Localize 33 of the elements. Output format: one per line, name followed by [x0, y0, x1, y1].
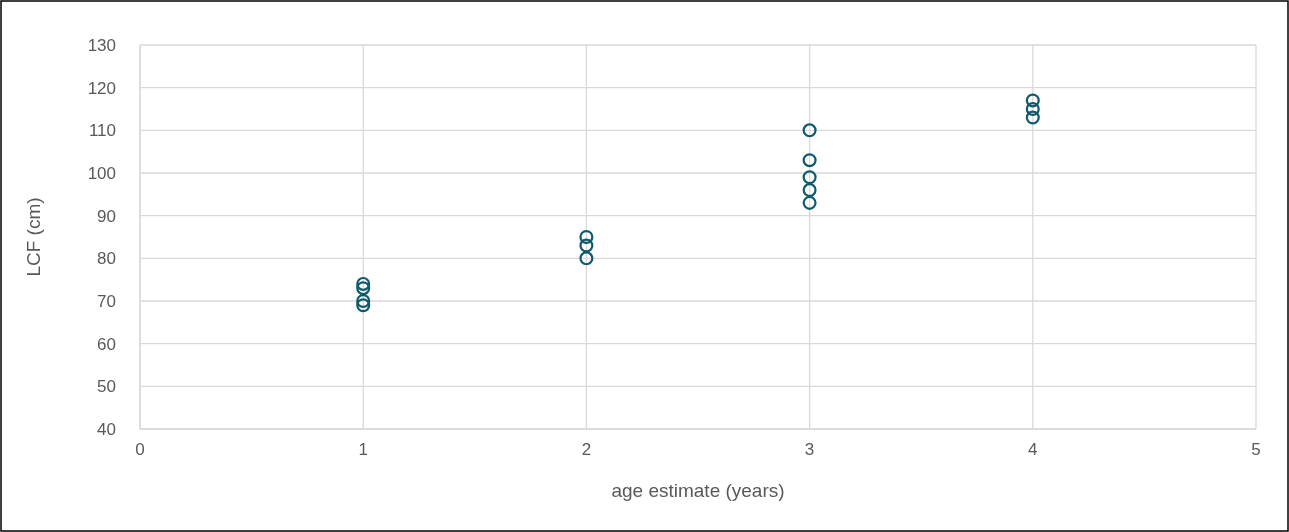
- point: [356, 293, 371, 309]
- y-tick-label: 80: [97, 249, 116, 269]
- x-axis-title: age estimate (years): [611, 480, 785, 501]
- y-tick-label: 100: [87, 163, 116, 183]
- x-tick-label: 0: [135, 440, 145, 459]
- point: [802, 153, 817, 168]
- y-tick-label: 130: [87, 35, 116, 55]
- point: [1025, 101, 1040, 117]
- x-tick-label: 2: [581, 440, 592, 459]
- point: [579, 251, 594, 266]
- y-tick-label: 60: [97, 334, 116, 354]
- point: [579, 229, 594, 245]
- point: [579, 238, 594, 253]
- y-tick-label: 70: [97, 291, 116, 311]
- point: [356, 298, 371, 313]
- point: [802, 183, 817, 198]
- x-tick-label: 5: [1251, 440, 1261, 459]
- point: [1025, 93, 1040, 108]
- x-tick-label: 3: [804, 440, 815, 459]
- point: [356, 281, 371, 296]
- point: [802, 123, 817, 138]
- y-tick-label: 120: [87, 78, 116, 98]
- x-tick-label: 4: [1028, 440, 1038, 459]
- point: [802, 170, 817, 185]
- y-tick-label: 40: [97, 419, 116, 439]
- y-tick-label: 90: [97, 206, 116, 226]
- point: [356, 276, 371, 291]
- point: [1025, 110, 1040, 125]
- point: [802, 195, 817, 210]
- x-tick-label: 1: [358, 440, 368, 459]
- y-tick-label: 110: [88, 121, 116, 141]
- y-tick-label: 50: [97, 377, 116, 397]
- y-axis-title: LCF (cm): [23, 197, 44, 277]
